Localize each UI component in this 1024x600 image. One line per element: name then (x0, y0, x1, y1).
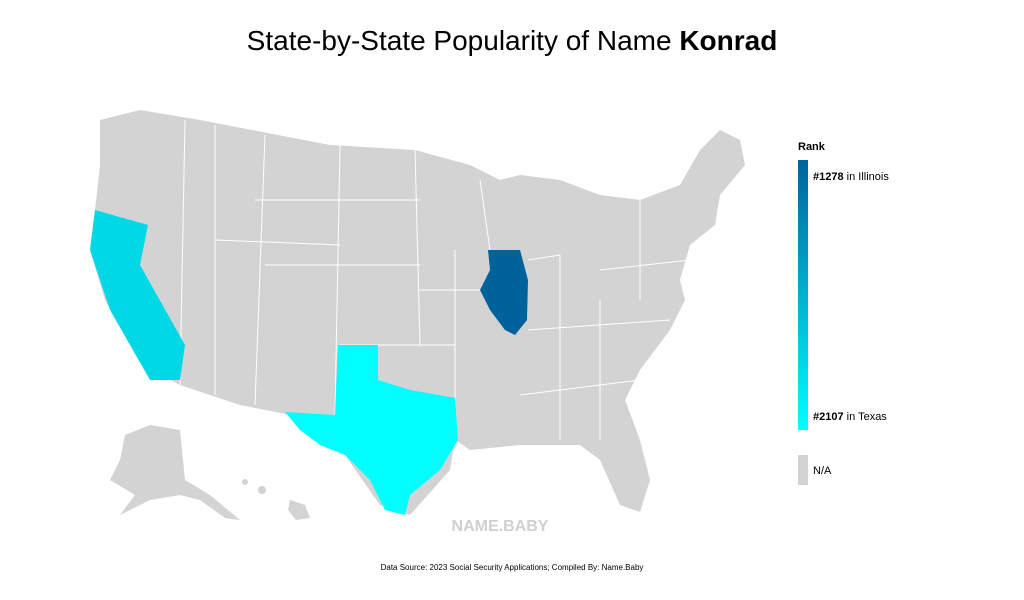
state-na (90, 110, 745, 515)
legend-top: #1278 in Illinois (813, 171, 889, 183)
state-texas (285, 345, 458, 515)
legend-top-text: in Illinois (847, 171, 890, 183)
footer: Data Source: 2023 Social Security Applic… (381, 563, 644, 572)
legend-top-rank: #1278 (813, 171, 844, 183)
legend: Rank #1278 in Illinois #2107 in Texas N/… (798, 141, 889, 485)
watermark: NAME.BABY (452, 518, 549, 535)
legend-gradient (798, 160, 808, 430)
legend-title: Rank (798, 141, 826, 153)
state-illinois (480, 250, 528, 335)
legend-na-swatch (798, 455, 808, 485)
title-text: State-by-State Popularity of Name (247, 25, 672, 56)
title: State-by-State Popularity of Name Konrad (247, 25, 778, 56)
legend-bottom: #2107 in Texas (813, 411, 887, 423)
state-na (242, 479, 248, 485)
title-name: Konrad (679, 25, 777, 56)
legend-bottom-text: in Texas (847, 411, 888, 423)
legend-bottom-rank: #2107 (813, 411, 844, 423)
state-boundaries (179, 119, 691, 445)
state-na (110, 425, 240, 520)
state-na (288, 500, 310, 520)
legend-na: N/A (813, 465, 832, 477)
state-na (258, 486, 266, 494)
us-map (90, 110, 745, 520)
state-california (90, 210, 185, 380)
